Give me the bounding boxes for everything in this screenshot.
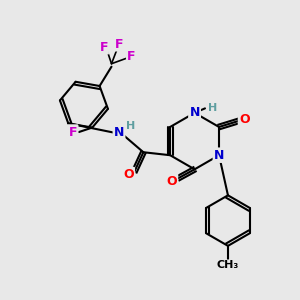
- Text: N: N: [189, 106, 200, 119]
- Text: O: O: [123, 168, 134, 181]
- Text: H: H: [126, 121, 136, 131]
- Text: F: F: [69, 125, 77, 139]
- Text: F: F: [127, 50, 135, 63]
- Text: N: N: [114, 126, 124, 140]
- Text: F: F: [100, 41, 108, 54]
- Text: N: N: [214, 149, 224, 162]
- Text: O: O: [167, 175, 177, 188]
- Text: F: F: [115, 38, 123, 51]
- Text: CH₃: CH₃: [217, 260, 239, 270]
- Text: O: O: [239, 113, 250, 126]
- Text: H: H: [208, 103, 217, 113]
